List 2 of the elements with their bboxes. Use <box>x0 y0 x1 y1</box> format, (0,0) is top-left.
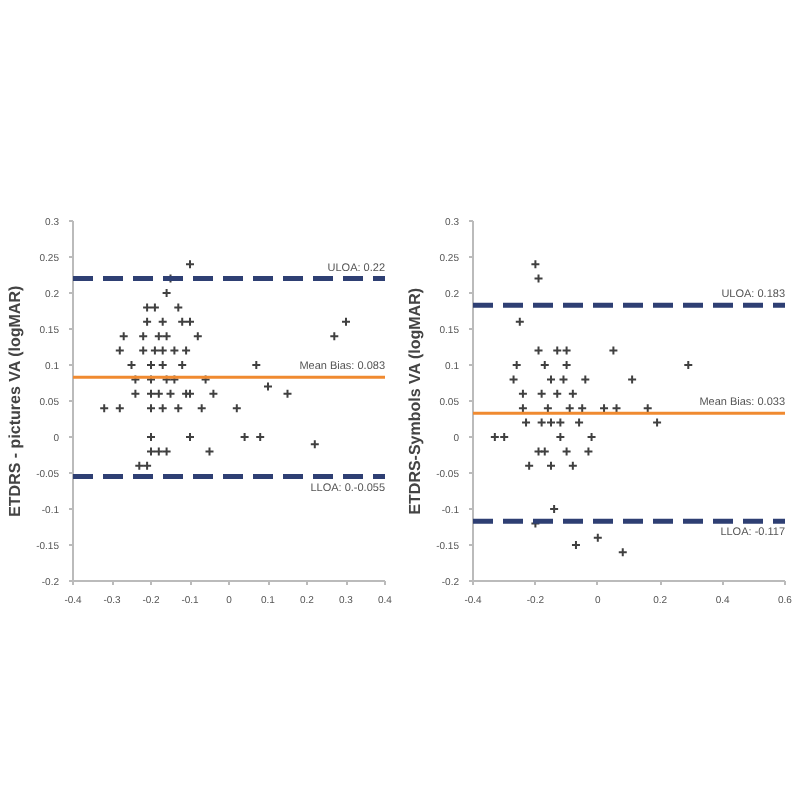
y-axis-title: ETDRS-Symbols VA (logMAR) <box>406 287 425 515</box>
y-axis-title: ETDRS - pictures VA (logMAR) <box>6 285 25 517</box>
